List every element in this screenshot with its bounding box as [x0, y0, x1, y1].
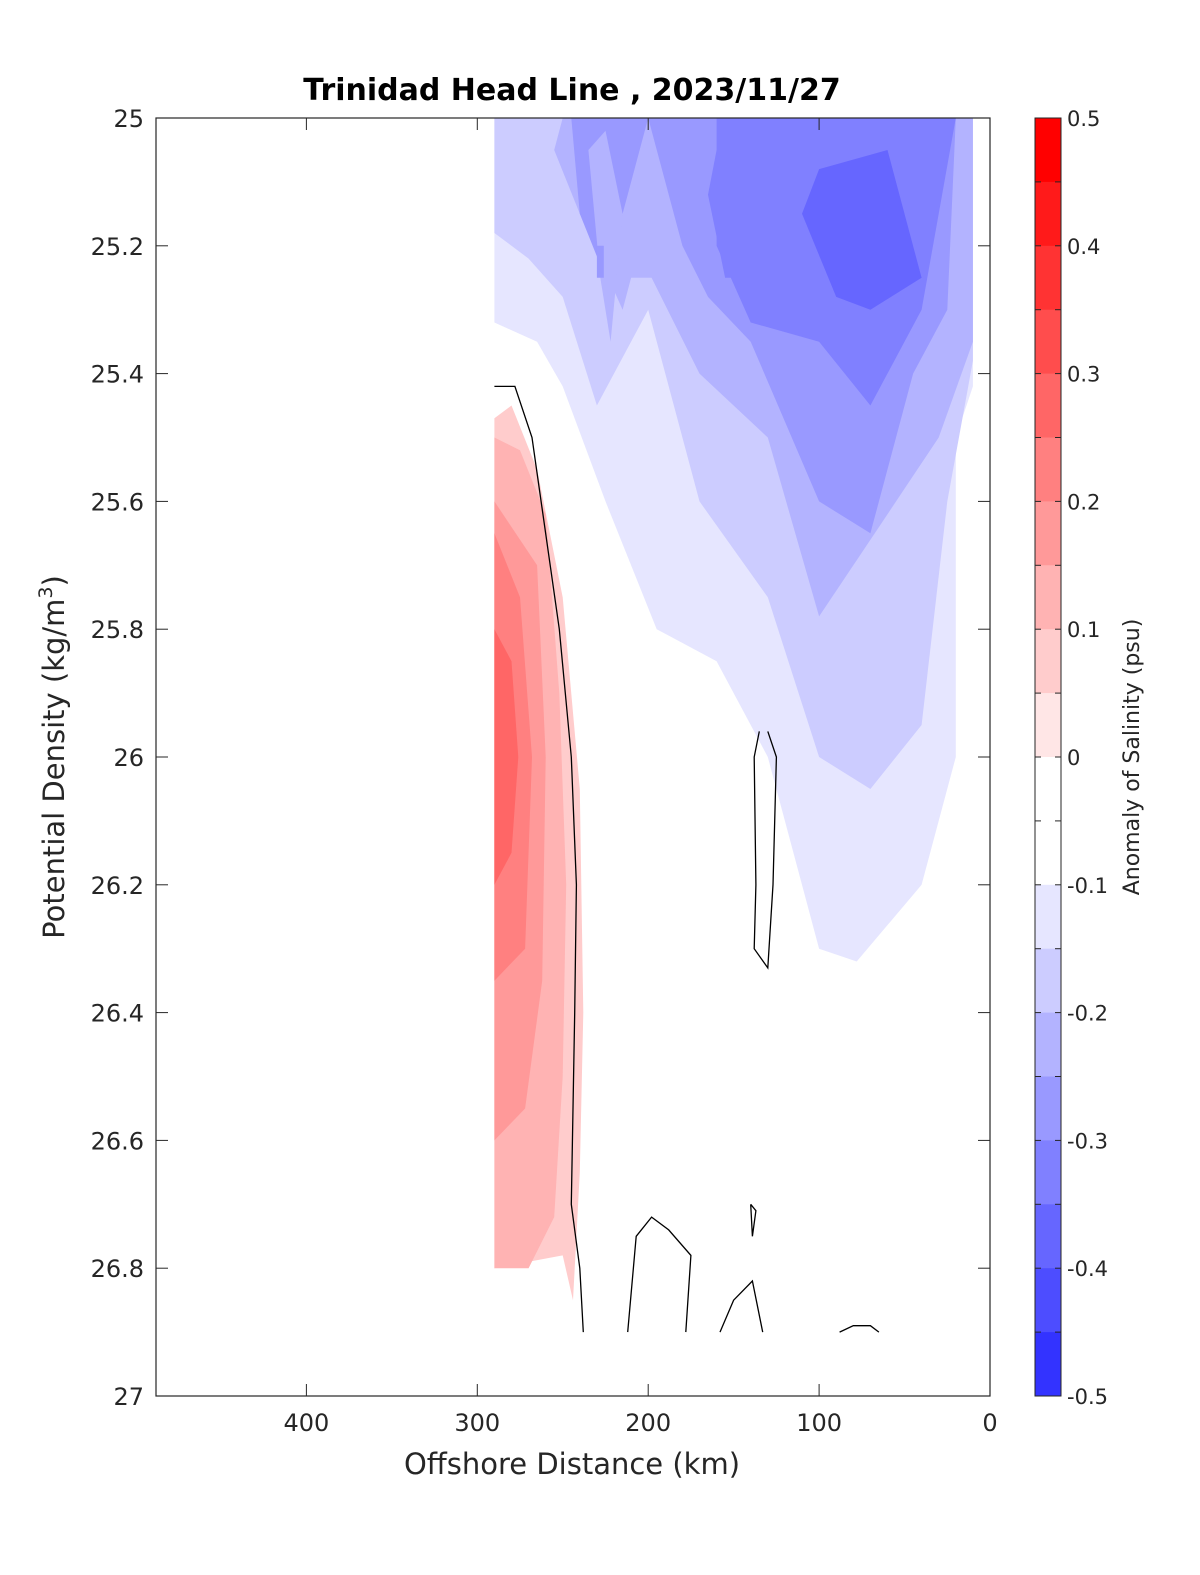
x-axis-label: Offshore Distance (km) [404, 1447, 740, 1481]
y-tick-label: 26.4 [91, 1000, 144, 1028]
colorbar [1034, 117, 1062, 1397]
colorbar-swatch [1035, 1140, 1061, 1205]
colorbar-swatch [1035, 245, 1061, 311]
colorbar-swatch [1035, 1076, 1061, 1141]
contour-line-2 [753, 731, 778, 970]
x-tick-label: 200 [625, 1409, 671, 1437]
y-axis-label-sup: 3 [35, 586, 57, 598]
y-tick-label: 25 [113, 105, 144, 133]
colorbar-tick-label: -0.3 [1067, 1129, 1108, 1153]
colorbar-swatch [1035, 884, 1061, 950]
colorbar-tick-label: 0.4 [1067, 235, 1100, 259]
y-tick-label: 26.8 [91, 1255, 144, 1283]
colorbar-axis: 0.5 0.4 0.3 0.2 0.1 0 -0.1 -0.2 -0.3 -0.4 -0.5 [1035, 107, 1108, 1409]
zero-contour [494, 385, 880, 1333]
colorbar-swatch [1035, 501, 1061, 566]
y-tick-label: 26 [113, 744, 144, 772]
colorbar-tick-label: 0.1 [1067, 618, 1100, 642]
colorbar-tick-label: 0 [1067, 746, 1080, 770]
negative-patch [776, 1070, 806, 1109]
colorbar-swatch [1035, 565, 1061, 630]
colorbar-tick-label: -0.4 [1067, 1257, 1108, 1281]
colorbar-swatch [1035, 629, 1061, 694]
colorbar-swatch [1035, 693, 1061, 758]
contour-line-5 [750, 1203, 757, 1237]
y-tick-label: 26.6 [91, 1127, 144, 1155]
y-tick-label: 25.4 [91, 361, 144, 389]
colorbar-swatch [1035, 1012, 1061, 1077]
y-axis-label-main: Potential Density (kg/m [37, 599, 71, 939]
colorbar-swatch [1035, 118, 1061, 183]
y-axis-label: Potential Density (kg/m3) [35, 575, 71, 939]
x-axis: 400 300 200 100 0 [283, 118, 998, 1437]
colorbar-tick-label: -0.1 [1067, 874, 1108, 898]
colorbar-tick-label: 0.5 [1067, 107, 1100, 131]
colorbar-tick-label: -0.5 [1067, 1385, 1108, 1409]
colorbar-swatch [1035, 181, 1061, 247]
y-tick-label: 26.2 [91, 872, 144, 900]
negative-band-10 [596, 245, 604, 278]
negative-band-8 [708, 150, 751, 278]
y-tick-label: 25.8 [91, 616, 144, 644]
x-tick-label: 100 [796, 1409, 842, 1437]
colorbar-swatch [1035, 309, 1061, 375]
y-tick-label: 25.6 [91, 488, 144, 516]
y-tick-label: 27 [113, 1383, 144, 1411]
colorbar-swatch [1035, 373, 1061, 438]
colorbar-tick-label: 0.2 [1067, 490, 1100, 514]
negative-band-7 [588, 130, 623, 342]
colorbar-swatch [1035, 1204, 1061, 1269]
anomaly-field [494, 118, 973, 1301]
colorbar-swatch [1035, 1268, 1061, 1333]
contour-line-4 [719, 1279, 764, 1333]
colorbar-tick-label: -0.2 [1067, 1002, 1108, 1026]
colorbar-swatch [1035, 437, 1061, 502]
colorbar-swatch [1035, 1332, 1061, 1397]
chart-title: Trinidad Head Line , 2023/11/27 [303, 73, 840, 108]
y-tick-label: 25.2 [91, 233, 144, 261]
x-tick-label: 400 [283, 1409, 329, 1437]
contour-line-1 [494, 385, 584, 1333]
colorbar-label: Anomaly of Salinity (psu) [1120, 619, 1145, 896]
colorbar-swatch [1035, 820, 1061, 886]
contour-line-3 [627, 1216, 692, 1333]
x-tick-label: 300 [454, 1409, 500, 1437]
colorbar-tick-label: 0.3 [1067, 363, 1100, 387]
positive-band-5 [494, 629, 519, 885]
y-axis-label-close: ) [37, 575, 71, 586]
contour-line-6 [839, 1325, 880, 1333]
colorbar-swatch [1035, 757, 1061, 822]
x-tick-label: 0 [982, 1409, 997, 1437]
y-axis: 25 25.2 25.4 25.6 25.8 26 26.2 26.4 26.6 26.8 27 [91, 105, 990, 1411]
negative-band-9 [802, 150, 922, 310]
colorbar-swatch [1035, 948, 1061, 1014]
